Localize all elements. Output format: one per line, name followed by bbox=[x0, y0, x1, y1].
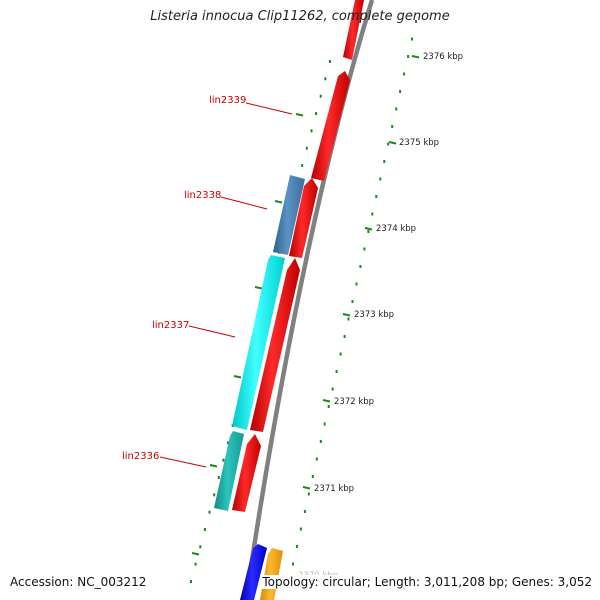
outer-tick bbox=[411, 37, 413, 41]
outer-tick bbox=[343, 335, 346, 338]
outer-tick bbox=[359, 265, 362, 268]
inner-tick bbox=[190, 580, 192, 583]
major-tick-0 bbox=[411, 55, 420, 59]
leader-lin2338 bbox=[220, 196, 268, 210]
inner-tick bbox=[222, 458, 225, 462]
outer-tick bbox=[399, 90, 402, 93]
outer-tick bbox=[319, 440, 322, 443]
inner-tick bbox=[319, 94, 322, 98]
outer-tick bbox=[367, 230, 370, 233]
tick-label-2372: 2372 kbp bbox=[334, 397, 374, 407]
inner-tick bbox=[315, 112, 318, 115]
outer-tick bbox=[403, 72, 406, 76]
genome-summary-text: Topology: circular; Length: 3,011,208 bp… bbox=[260, 575, 594, 589]
gene-lin2338[interactable] bbox=[273, 175, 305, 255]
leader-lin2337 bbox=[188, 325, 236, 338]
inner-tick bbox=[329, 60, 331, 63]
outer-tick bbox=[347, 317, 350, 321]
gene-label-lin2337[interactable]: lin2337 bbox=[152, 320, 189, 331]
outer-tick bbox=[351, 300, 354, 303]
outer-tick bbox=[383, 160, 386, 163]
forward-gene-4[interactable] bbox=[250, 258, 300, 432]
inner-major-tick-0 bbox=[295, 113, 304, 117]
inner-tick bbox=[213, 493, 216, 497]
major-tick-5 bbox=[302, 486, 311, 490]
leader-lin2339 bbox=[245, 102, 293, 115]
forward-gene-5[interactable] bbox=[232, 434, 261, 512]
outer-tick bbox=[387, 142, 390, 146]
gene-label-lin2336[interactable]: lin2336 bbox=[122, 451, 159, 462]
outer-tick bbox=[315, 457, 318, 461]
outer-tick bbox=[395, 107, 398, 111]
outer-tick bbox=[307, 492, 310, 496]
leader-lin2336 bbox=[159, 456, 207, 468]
tick-label-2375: 2375 kbp bbox=[399, 138, 439, 148]
gene-label-lin2338[interactable]: lin2338 bbox=[184, 190, 221, 201]
major-tick-4 bbox=[322, 399, 331, 403]
outer-tick bbox=[415, 20, 417, 23]
inner-tick bbox=[203, 528, 206, 531]
accession-text: Accession: NC_003212 bbox=[8, 575, 149, 589]
outer-tick bbox=[379, 177, 382, 181]
outer-tick bbox=[311, 475, 314, 478]
inner-major-tick-1 bbox=[274, 200, 283, 204]
inner-major-tick-4 bbox=[209, 464, 218, 468]
forward-gene-1[interactable] bbox=[343, 0, 364, 60]
outer-tick bbox=[355, 282, 358, 286]
outer-tick bbox=[303, 510, 306, 513]
map-title: Listeria innocua Clip11262, complete gen… bbox=[150, 9, 450, 24]
tick-label-2376: 2376 kbp bbox=[423, 52, 463, 62]
outer-tick bbox=[339, 352, 342, 356]
outer-tick bbox=[363, 247, 366, 251]
inner-tick bbox=[227, 441, 230, 445]
gene-blue[interactable] bbox=[240, 544, 267, 600]
inner-tick bbox=[310, 129, 313, 133]
inner-tick bbox=[199, 545, 202, 549]
outer-tick bbox=[295, 545, 298, 548]
major-tick-3 bbox=[342, 313, 351, 317]
outer-tick bbox=[323, 422, 326, 426]
outer-tick bbox=[299, 527, 302, 531]
inner-major-tick-3 bbox=[233, 375, 242, 379]
outer-tick bbox=[371, 212, 374, 216]
inner-tick bbox=[208, 510, 211, 514]
major-tick-1 bbox=[388, 141, 397, 145]
inner-tick bbox=[305, 146, 308, 150]
inner-major-tick-5 bbox=[191, 552, 200, 556]
gene-label-lin2339[interactable]: lin2339 bbox=[209, 95, 246, 106]
forward-gene-3[interactable] bbox=[289, 178, 318, 258]
outer-tick bbox=[407, 55, 410, 58]
inner-tick bbox=[324, 77, 327, 81]
inner-tick bbox=[194, 562, 197, 566]
tick-label-2374: 2374 kbp bbox=[376, 224, 416, 234]
gene-lin2337[interactable] bbox=[232, 255, 285, 430]
outer-tick bbox=[335, 370, 338, 373]
gene-lin2336[interactable] bbox=[214, 431, 244, 511]
tick-label-2371: 2371 kbp bbox=[314, 484, 354, 494]
outer-tick bbox=[391, 125, 394, 128]
outer-tick bbox=[327, 405, 330, 408]
major-tick-2 bbox=[364, 227, 373, 231]
outer-tick bbox=[292, 562, 294, 566]
major-ticks bbox=[191, 55, 420, 556]
inner-tick bbox=[217, 476, 220, 479]
tick-label-2373: 2373 kbp bbox=[354, 310, 394, 320]
outer-tick bbox=[375, 195, 378, 198]
inner-tick bbox=[301, 164, 304, 167]
outer-tick bbox=[331, 387, 334, 391]
inner-major-tick-2 bbox=[254, 286, 263, 290]
genome-backbone bbox=[243, 0, 375, 600]
forward-gene-2[interactable] bbox=[311, 71, 350, 181]
